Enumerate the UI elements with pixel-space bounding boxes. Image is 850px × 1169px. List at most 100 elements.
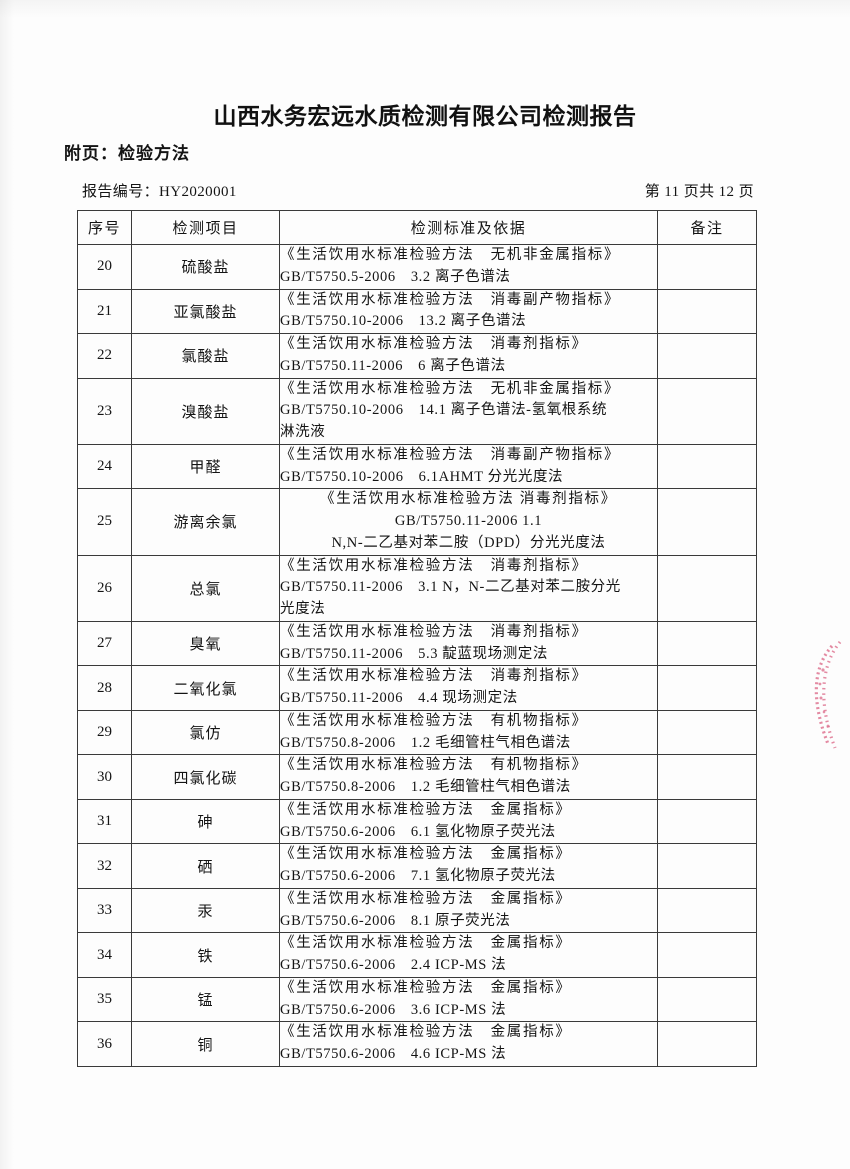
standard-line: 《生活饮用水标准检验方法 消毒副产物指标》 — [280, 446, 621, 463]
cell-standard: 《生活饮用水标准检验方法 无机非金属指标》 GB/T5750.5-2006 3.2… — [279, 244, 658, 290]
cell-note — [657, 620, 757, 667]
standard-line: GB/T5750.6-2006 4.6 ICP-MS 法 — [280, 1046, 507, 1062]
standard-line: 《生活饮用水标准检验方法 无机非金属指标》 — [280, 247, 621, 263]
cell-note — [657, 843, 757, 889]
cell-note — [657, 665, 757, 711]
table-row: 25 游离余氯 《生活饮用水标准检验方法 消毒剂指标》 GB/T5750.11-200… — [77, 488, 757, 556]
cell-note — [657, 709, 757, 756]
cell-note — [657, 554, 757, 622]
cell-note — [657, 244, 757, 290]
scan-edge-shadow-left — [0, 0, 14, 1169]
standard-line: 《生活饮用水标准检验方法 消毒剂指标》 — [280, 336, 588, 352]
scan-edge-shadow-top — [0, 0, 850, 18]
cell-seq: 33 — [77, 887, 132, 934]
cell-standard: 《生活饮用水标准检验方法 消毒剂指标》 GB/T5750.11-2006 1.1 N… — [279, 488, 658, 556]
cell-item: 锰 — [131, 976, 280, 1023]
standard-line: GB/T5750.10-2006 14.1 离子色谱法-氢氧根系统 — [280, 402, 608, 419]
standard-line: 光度法 — [280, 601, 326, 617]
cell-item: 氯酸盐 — [131, 333, 280, 379]
cell-note — [657, 754, 757, 800]
cell-seq: 34 — [77, 932, 132, 978]
cell-item: 氯仿 — [131, 709, 280, 756]
cell-note — [657, 887, 757, 934]
standard-line: GB/T5750.6-2006 2.4 ICP-MS 法 — [280, 957, 507, 973]
cell-item: 汞 — [131, 887, 280, 934]
cell-seq: 32 — [77, 843, 132, 889]
standard-line: GB/T5750.5-2006 3.2 离子色谱法 — [280, 268, 511, 285]
standard-line: 《生活饮用水标准检验方法 消毒副产物指标》 — [280, 291, 621, 308]
cell-standard: 《生活饮用水标准检验方法 消毒副产物指标》 GB/T5750.10-2006 13… — [279, 288, 658, 334]
cell-seq: 22 — [77, 333, 132, 379]
cell-standard: 《生活饮用水标准检验方法 金属指标》 GB/T5750.6-2006 4.6 IC… — [279, 1021, 658, 1067]
cell-standard: 《生活饮用水标准检验方法 消毒剂指标》 GB/T5750.11-2006 5.3 … — [279, 620, 658, 667]
cell-item: 臭氧 — [131, 620, 280, 667]
cell-standard: 《生活饮用水标准检验方法 有机物指标》 GB/T5750.8-2006 1.2 毛… — [279, 709, 658, 756]
standard-line: GB/T5750.6-2006 7.1 氢化物原子荧光法 — [280, 868, 556, 884]
standard-line: 《生活饮用水标准检验方法 金属指标》 — [280, 1024, 572, 1041]
standard-line: 《生活饮用水标准检验方法 消毒剂指标》 — [320, 491, 617, 508]
table-row: 24 甲醛 《生活饮用水标准检验方法 消毒副产物指标》 GB/T5750.10-200… — [77, 443, 757, 490]
standard-line: 《生活饮用水标准检验方法 有机物指标》 — [280, 757, 588, 774]
cell-seq: 28 — [77, 665, 132, 711]
standard-line: GB/T5750.6-2006 3.6 ICP-MS 法 — [280, 1001, 507, 1018]
cell-standard: 《生活饮用水标准检验方法 消毒剂指标》 GB/T5750.11-2006 3.1 … — [279, 554, 658, 622]
cell-standard: 《生活饮用水标准检验方法 消毒副产物指标》 GB/T5750.10-2006 6.… — [279, 443, 658, 490]
cell-item: 游离余氯 — [131, 488, 280, 556]
cell-item: 硒 — [131, 843, 280, 889]
cell-standard: 《生活饮用水标准检验方法 无机非金属指标》 GB/T5750.10-2006 14… — [279, 377, 658, 445]
report-meta-row: 报告编号：HY2020001 第 11 页共 12 页 — [82, 180, 754, 201]
cell-item: 砷 — [131, 798, 280, 845]
cell-note — [657, 1021, 757, 1067]
standard-line: 《生活饮用水标准检验方法 消毒剂指标》 — [280, 668, 588, 685]
inspection-method-table: 序号 检测项目 检测标准及依据 备注 20 硫酸盐 《生活饮用水标准检验方法 无机非… — [77, 210, 757, 1067]
standard-line: GB/T5750.8-2006 1.2 毛细管柱气相色谱法 — [280, 734, 571, 751]
standard-line: 《生活饮用水标准检验方法 消毒剂指标》 — [280, 557, 588, 574]
cell-note — [657, 288, 757, 334]
cell-standard: 《生活饮用水标准检验方法 金属指标》 GB/T5750.6-2006 3.6 IC… — [279, 976, 658, 1023]
standard-line: 《生活饮用水标准检验方法 金属指标》 — [280, 979, 572, 996]
table-row: 27 臭氧 《生活饮用水标准检验方法 消毒剂指标》 GB/T5750.11-2006 … — [77, 620, 757, 667]
cell-standard: 《生活饮用水标准检验方法 有机物指标》 GB/T5750.8-2006 1.2 毛… — [279, 754, 658, 800]
table-row: 35 锰《生活饮用水标准检验方法 金属指标》 GB/T5750.6-2006 3.6… — [77, 976, 757, 1023]
table-row: 30 四氯化碳 《生活饮用水标准检验方法 有机物指标》 GB/T5750.8-2006… — [77, 754, 757, 800]
attachment-subtitle: 附页：检验方法 — [64, 144, 190, 163]
standard-line: 《生活饮用水标准检验方法 金属指标》 — [280, 890, 572, 907]
table-row: 22 氯酸盐 《生活饮用水标准检验方法 消毒剂指标》 GB/T5750.11-2006… — [77, 333, 757, 379]
cell-item: 铜 — [131, 1021, 280, 1067]
cell-note — [657, 377, 757, 445]
cell-note — [657, 932, 757, 978]
report-number: 报告编号：HY2020001 — [82, 184, 237, 200]
cell-seq: 20 — [77, 244, 132, 290]
cell-note — [657, 798, 757, 845]
cell-item: 甲醛 — [131, 443, 280, 490]
cell-item: 二氧化氯 — [131, 665, 280, 711]
standard-line: GB/T5750.11-2006 6 离子色谱法 — [280, 357, 506, 374]
table-row: 34 铁《生活饮用水标准检验方法 金属指标》 GB/T5750.6-2006 2.4… — [77, 932, 757, 978]
table-row: 32 硒《生活饮用水标准检验方法 金属指标》 GB/T5750.6-2006 7.1… — [77, 843, 757, 889]
table-row: 20 硫酸盐 《生活饮用水标准检验方法 无机非金属指标》 GB/T5750.5-200… — [77, 244, 757, 290]
table-row: 36 铜《生活饮用水标准检验方法 金属指标》 GB/T5750.6-2006 4.6… — [77, 1021, 757, 1067]
cell-note — [657, 333, 757, 379]
page-title: 山西水务宏远水质检测有限公司检测报告 — [213, 103, 637, 129]
standard-line: GB/T5750.11-2006 1.1 — [394, 513, 543, 529]
standard-line: GB/T5750.8-2006 1.2 毛细管柱气相色谱法 — [280, 779, 571, 795]
table-row: 23 溴酸盐 《生活饮用水标准检验方法 无机非金属指标》 GB/T5750.10-20… — [77, 377, 757, 445]
cell-seq: 31 — [77, 798, 132, 845]
standard-line: N,N-二乙基对苯二胺（DPD）分光光度法 — [331, 534, 606, 551]
cell-note — [657, 488, 757, 556]
cell-item: 四氯化碳 — [131, 754, 280, 800]
red-stamp-seal — [814, 640, 842, 749]
standard-line: GB/T5750.11-2006 4.4 现场测定法 — [280, 690, 518, 706]
cell-item: 溴酸盐 — [131, 377, 280, 445]
cell-standard: 《生活饮用水标准检验方法 金属指标》 GB/T5750.6-2006 7.1 氢化… — [279, 843, 658, 889]
cell-seq: 21 — [77, 288, 132, 334]
cell-seq: 23 — [77, 377, 132, 445]
standard-line: 《生活饮用水标准检验方法 金属指标》 — [280, 801, 572, 818]
table-row: 31 砷《生活饮用水标准检验方法 金属指标》 GB/T5750.6-2006 6.1… — [77, 798, 757, 845]
cell-standard: 《生活饮用水标准检验方法 消毒剂指标》 GB/T5750.11-2006 4.4 … — [279, 665, 658, 711]
standard-line: 《生活饮用水标准检验方法 金属指标》 — [280, 846, 572, 863]
cell-seq: 26 — [77, 554, 132, 622]
cell-seq: 27 — [77, 620, 132, 667]
standard-line: 《生活饮用水标准检验方法 无机非金属指标》 — [280, 380, 621, 397]
standard-line: GB/T5750.6-2006 8.1 原子荧光法 — [280, 912, 511, 929]
